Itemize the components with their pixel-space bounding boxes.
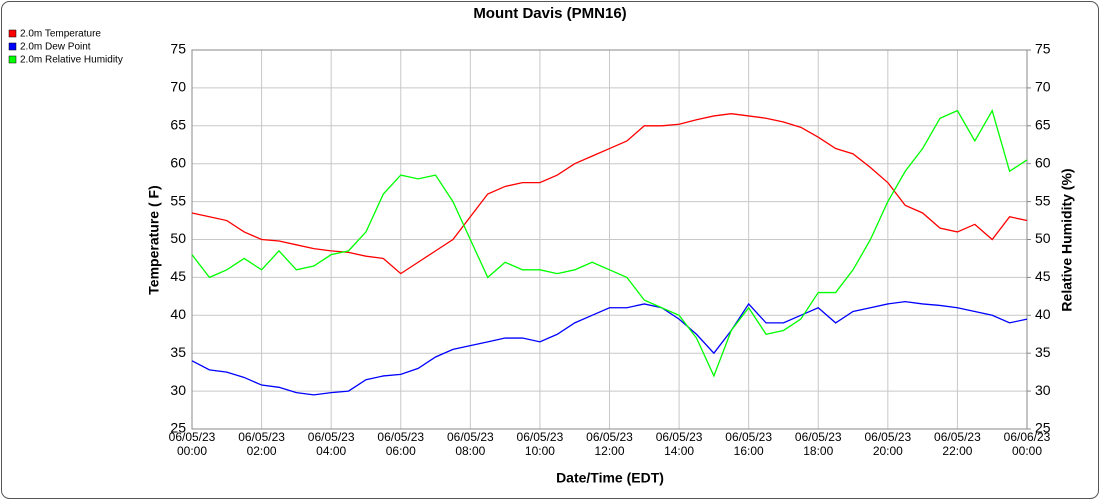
x-tick-label: 06/05/23 16:00 bbox=[725, 430, 772, 458]
x-tick-label: 06/06/23 00:00 bbox=[1004, 430, 1051, 458]
y-tick-label: 70 bbox=[170, 79, 186, 95]
series-line bbox=[191, 301, 1028, 396]
x-tick-label: 06/05/23 22:00 bbox=[934, 430, 981, 458]
legend-swatch bbox=[8, 42, 17, 51]
legend-label: 2.0m Dew Point bbox=[20, 42, 91, 53]
y2-axis-label: Relative Humidity (%) bbox=[1059, 168, 1075, 311]
x-tick-label: 06/05/23 04:00 bbox=[308, 430, 355, 458]
y-axis-label: Temperature ( F) bbox=[146, 185, 162, 294]
x-tick-label: 06/05/23 20:00 bbox=[864, 430, 911, 458]
y-tick-label: 50 bbox=[170, 230, 186, 246]
y-tick-label: 25 bbox=[170, 420, 186, 436]
series-line bbox=[191, 108, 1028, 378]
x-tick-label: 06/05/23 00:00 bbox=[169, 430, 216, 458]
chart-title: Mount Davis (PMN16) bbox=[473, 5, 626, 22]
series-line bbox=[191, 113, 1028, 275]
y2-tick-label: 60 bbox=[1035, 154, 1051, 170]
y-tick-label: 75 bbox=[170, 41, 186, 57]
y-tick-label: 55 bbox=[170, 192, 186, 208]
x-tick-label: 06/05/23 02:00 bbox=[238, 430, 285, 458]
y2-tick-label: 55 bbox=[1035, 192, 1051, 208]
x-axis-label: Date/Time (EDT) bbox=[556, 470, 664, 486]
y2-tick-label: 70 bbox=[1035, 79, 1051, 95]
y2-tick-label: 30 bbox=[1035, 382, 1051, 398]
y2-tick-label: 50 bbox=[1035, 230, 1051, 246]
y-tick-label: 65 bbox=[170, 117, 186, 133]
y-tick-label: 40 bbox=[170, 306, 186, 322]
y2-tick-label: 75 bbox=[1035, 41, 1051, 57]
legend-swatch bbox=[8, 55, 17, 64]
legend-swatch bbox=[8, 29, 17, 38]
y2-tick-label: 25 bbox=[1035, 420, 1051, 436]
y2-tick-label: 65 bbox=[1035, 117, 1051, 133]
legend-label: 2.0m Relative Humidity bbox=[20, 55, 123, 66]
x-tick-label: 06/05/23 06:00 bbox=[377, 430, 424, 458]
x-tick-label: 06/05/23 10:00 bbox=[517, 430, 564, 458]
y2-tick-label: 35 bbox=[1035, 344, 1051, 360]
x-tick-label: 06/05/23 08:00 bbox=[447, 430, 494, 458]
y-tick-label: 60 bbox=[170, 154, 186, 170]
plot-border bbox=[191, 49, 1028, 430]
x-tick-label: 06/05/23 14:00 bbox=[656, 430, 703, 458]
y2-tick-label: 40 bbox=[1035, 306, 1051, 322]
x-tick-label: 06/05/23 12:00 bbox=[586, 430, 633, 458]
y-tick-label: 30 bbox=[170, 382, 186, 398]
y-tick-label: 45 bbox=[170, 268, 186, 284]
y2-tick-label: 45 bbox=[1035, 268, 1051, 284]
legend-label: 2.0m Temperature bbox=[20, 29, 101, 40]
y-tick-label: 35 bbox=[170, 344, 186, 360]
x-tick-label: 06/05/23 18:00 bbox=[795, 430, 842, 458]
